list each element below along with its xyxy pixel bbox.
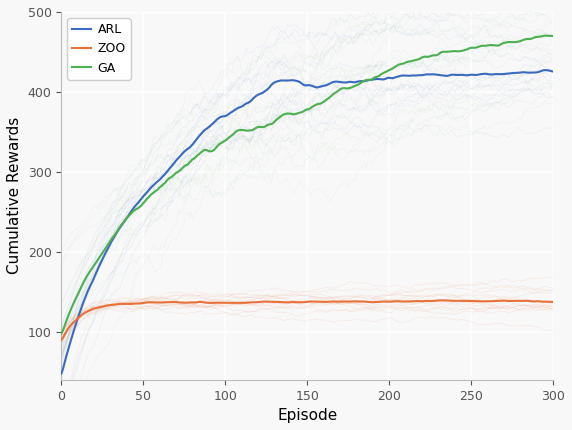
Line: GA: GA: [61, 36, 553, 334]
Line: ZOO: ZOO: [61, 301, 553, 340]
ARL: [256, 92, 263, 97]
ZOO: [436, 298, 443, 303]
ARL: [394, 74, 401, 79]
ZOO: [58, 338, 65, 343]
ARL: [514, 70, 521, 75]
ZOO: [446, 298, 453, 303]
GA: [445, 49, 452, 54]
GA: [256, 124, 263, 129]
ARL: [550, 69, 557, 74]
ARL: [273, 79, 280, 84]
GA: [514, 39, 521, 44]
GA: [58, 332, 65, 337]
ZOO: [474, 298, 481, 304]
ZOO: [256, 299, 263, 304]
ARL: [445, 73, 452, 78]
ZOO: [550, 299, 557, 304]
GA: [273, 118, 280, 123]
X-axis label: Episode: Episode: [277, 408, 337, 423]
ZOO: [273, 299, 280, 304]
ARL: [542, 68, 549, 73]
Legend: ARL, ZOO, GA: ARL, ZOO, GA: [67, 18, 131, 80]
GA: [394, 63, 401, 68]
GA: [542, 33, 549, 38]
ZOO: [394, 298, 401, 304]
ZOO: [515, 298, 522, 304]
GA: [472, 45, 479, 50]
ARL: [58, 371, 65, 376]
Y-axis label: Cumulative Rewards: Cumulative Rewards: [7, 117, 22, 274]
ARL: [472, 72, 479, 77]
GA: [550, 34, 557, 39]
Line: ARL: ARL: [61, 70, 553, 374]
